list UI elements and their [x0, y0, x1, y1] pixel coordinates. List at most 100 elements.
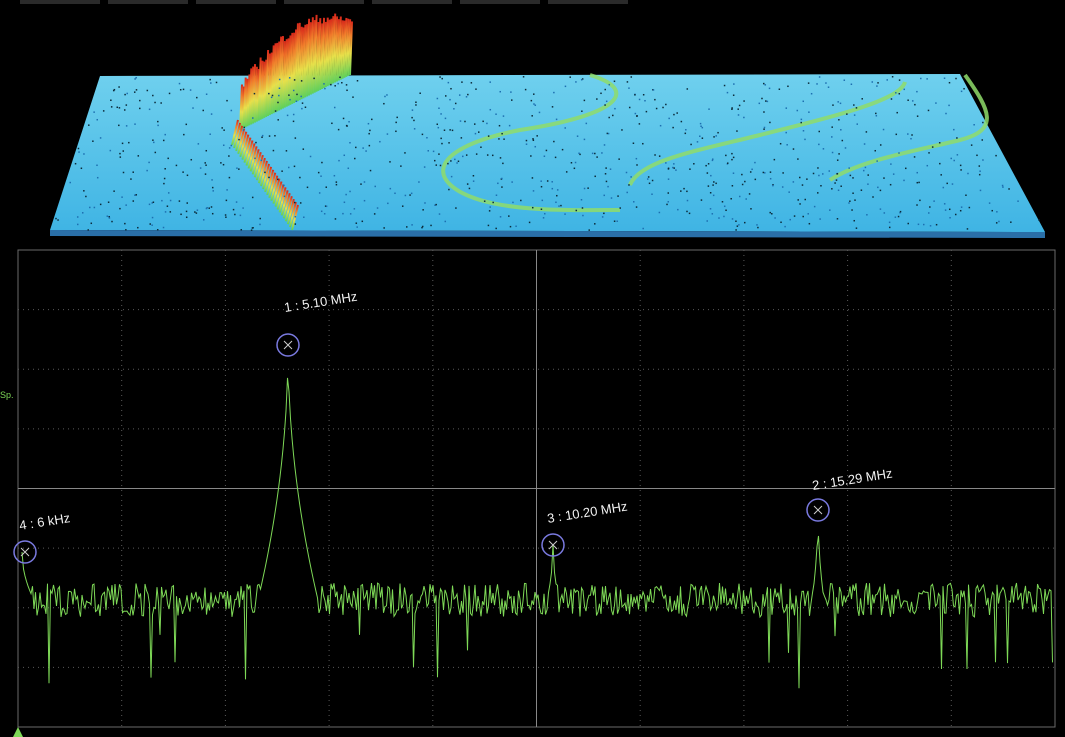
speckle [124, 222, 126, 225]
speckle [313, 77, 315, 80]
speckle [555, 201, 557, 204]
speckle [743, 221, 746, 224]
speckle [800, 121, 802, 124]
speckle [601, 152, 603, 154]
speckle [93, 111, 95, 113]
speckle [680, 120, 683, 123]
ridge-wall [262, 163, 271, 190]
ridge-spike [240, 86, 245, 130]
speckle [478, 131, 480, 133]
tab[interactable] [20, 0, 100, 4]
ridge-spike [337, 16, 342, 81]
speckle [137, 155, 140, 157]
tab[interactable] [372, 0, 452, 4]
speckle [726, 91, 729, 94]
speckle [424, 202, 426, 204]
speckle [489, 206, 491, 208]
speckle [591, 152, 594, 155]
speckle [531, 177, 534, 179]
tab[interactable] [548, 0, 628, 4]
speckle [335, 181, 338, 183]
ridge-spike [317, 18, 322, 91]
speckle [421, 225, 424, 228]
ridge-wall [233, 122, 242, 149]
tab[interactable] [460, 0, 540, 4]
speckle [235, 201, 238, 203]
speckle [793, 215, 796, 217]
speckle [533, 103, 535, 105]
speckle [863, 143, 866, 145]
speckle [334, 85, 336, 87]
speckle [899, 212, 901, 214]
speckle [578, 152, 580, 155]
speckle [762, 171, 765, 174]
speckle [816, 83, 818, 85]
speckle [278, 78, 281, 81]
speckle [178, 82, 181, 85]
speckle [473, 123, 476, 125]
speckle [556, 194, 558, 197]
speckle [450, 175, 453, 178]
ridge-wall [257, 157, 266, 184]
ridge-spike [261, 61, 266, 119]
speckle [449, 98, 451, 101]
speckle [731, 185, 734, 187]
tab[interactable] [108, 0, 188, 4]
ridge [231, 13, 353, 231]
speckle [415, 101, 417, 103]
tab[interactable] [196, 0, 276, 4]
speckle [532, 139, 535, 142]
speckle [365, 150, 367, 152]
speckle [855, 107, 858, 109]
speckle [148, 161, 150, 164]
speckle [482, 120, 484, 123]
speckle [960, 169, 962, 171]
speckle [497, 182, 499, 185]
speckle [182, 171, 184, 173]
speckle [771, 213, 773, 215]
speckle [916, 204, 918, 206]
speckle [818, 143, 820, 146]
speckle [457, 160, 460, 163]
ridge-spike [276, 41, 281, 112]
speckle [882, 128, 885, 131]
speckle [763, 111, 765, 113]
speckle [919, 199, 921, 202]
speckle [836, 159, 839, 161]
speckle [501, 177, 503, 180]
speckle [436, 123, 439, 126]
speckle [335, 183, 338, 186]
speckle [831, 126, 833, 128]
speckle [236, 167, 238, 169]
ridge-spike [274, 42, 279, 113]
speckle [462, 155, 464, 158]
speckle [651, 179, 654, 182]
speckle [853, 219, 855, 222]
marker-circle [806, 498, 830, 522]
speckle [324, 205, 327, 207]
speckle [706, 220, 708, 222]
speckle [877, 186, 879, 189]
speckle [903, 179, 905, 182]
ridge-wall [249, 146, 258, 172]
speckle [302, 148, 305, 150]
ridge-spike [330, 16, 335, 85]
speckle [998, 220, 1000, 223]
tab[interactable] [284, 0, 364, 4]
speckle [715, 135, 717, 137]
speckle [211, 212, 214, 215]
speckle [736, 130, 738, 132]
speckle [411, 109, 414, 111]
speckle [211, 186, 214, 189]
speckle [929, 225, 932, 227]
speckle [162, 139, 165, 142]
speckle [731, 218, 734, 220]
speckle [243, 126, 246, 129]
speckle [796, 109, 799, 112]
speckle [447, 162, 449, 165]
speckle [225, 199, 228, 202]
speckle [205, 164, 207, 166]
speckle [852, 177, 854, 179]
speckle [699, 122, 702, 125]
speckle [164, 211, 167, 213]
